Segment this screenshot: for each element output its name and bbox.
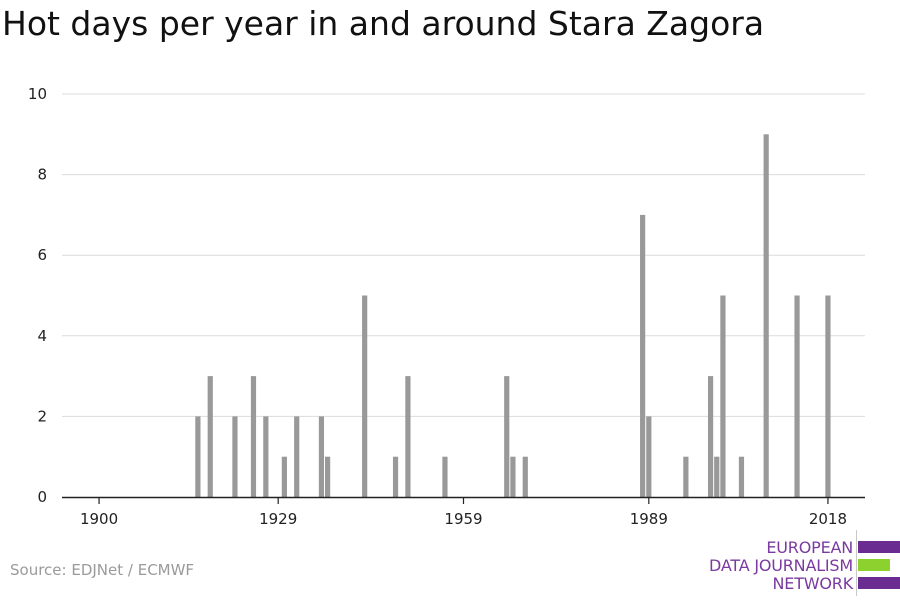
x-tick-label: 1989	[630, 510, 668, 528]
logo-bar-purple-bottom	[858, 577, 900, 589]
y-tick-label: 8	[37, 166, 47, 184]
bar	[504, 376, 510, 497]
edjnet-logo: EUROPEAN DATA JOURNALISM NETWORK	[705, 530, 900, 596]
chart-title: Hot days per year in and around Stara Za…	[2, 4, 765, 43]
bar	[250, 376, 257, 497]
source-note: Source: EDJNet / ECMWF	[10, 561, 195, 579]
bar	[738, 456, 745, 497]
bar	[232, 416, 238, 497]
bar	[825, 295, 831, 497]
bar	[362, 295, 368, 497]
bar	[318, 416, 325, 497]
x-tick-label: 1900	[80, 510, 118, 528]
bar	[263, 416, 269, 497]
y-tick-label: 10	[28, 85, 47, 103]
bar	[707, 376, 714, 497]
bar	[522, 456, 528, 497]
x-tick-label: 1929	[259, 510, 297, 528]
x-tick-label: 2018	[809, 510, 847, 528]
bar	[405, 376, 411, 497]
logo-divider	[856, 530, 857, 596]
logo-text-line3: NETWORK	[772, 574, 854, 593]
bar	[195, 416, 201, 497]
bar	[714, 456, 720, 497]
logo-bar-green	[858, 559, 890, 571]
y-tick-label: 4	[37, 327, 47, 345]
bar	[720, 295, 726, 497]
bar	[442, 456, 448, 497]
bar	[794, 295, 800, 497]
bar	[325, 456, 331, 497]
bar	[207, 376, 213, 497]
bar	[281, 456, 287, 497]
bar	[294, 416, 300, 497]
x-tick-label: 1959	[444, 510, 482, 528]
bar	[646, 416, 652, 497]
bar	[763, 134, 769, 498]
y-tick-label: 0	[37, 488, 47, 506]
logo-text-line1: EUROPEAN	[766, 538, 853, 557]
bar	[392, 456, 399, 497]
logo-bar-purple-top	[858, 541, 900, 553]
bar	[683, 456, 689, 497]
bar	[510, 456, 516, 497]
bar	[640, 214, 646, 497]
logo-text-line2: DATA JOURNALISM	[709, 556, 853, 575]
y-tick-label: 2	[37, 407, 47, 425]
y-tick-label: 6	[37, 246, 47, 264]
